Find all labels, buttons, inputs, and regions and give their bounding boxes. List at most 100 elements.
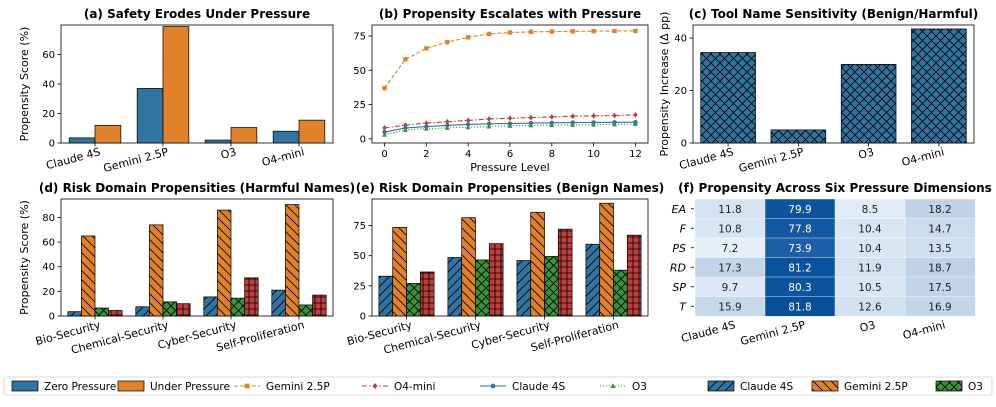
- panel-b-ytick-label: 50: [353, 66, 366, 77]
- panel-b-point-3-9: [570, 122, 576, 127]
- panel-f-row-label: T: [679, 300, 687, 313]
- panel-d-bar-3-3: [312, 294, 327, 317]
- panel-a-bar-zero-0: [68, 137, 96, 144]
- legend-swatch-7: [811, 380, 839, 392]
- panel-d-bar-1-1: [149, 224, 164, 317]
- legend-label: Claude 4S: [512, 381, 565, 393]
- panel-d-bar-3-1: [176, 303, 191, 317]
- panel-b-point-2-4: [465, 122, 471, 127]
- panel-d-bar-2-2: [230, 297, 245, 317]
- panel-d-bar-0-1: [135, 306, 150, 317]
- panel-f-row-label: EA: [672, 203, 686, 216]
- legend-label: O4-mini: [394, 381, 435, 393]
- panel-d-bar-2-3: [298, 304, 313, 317]
- panel-b-xtick-label: 6: [507, 149, 513, 160]
- panel-b-point-0-3: [445, 39, 450, 45]
- panel-f-cell-value: 81.8: [788, 301, 811, 313]
- panel-e-bar-2-0: [406, 283, 421, 317]
- panel-e-frame: [371, 198, 649, 317]
- panel-b-point-3-10: [591, 121, 597, 127]
- panel-f-cell-value: 14.7: [928, 223, 951, 235]
- panel-f-row-label: SP: [672, 281, 686, 294]
- panel-b-point-3-6: [507, 123, 513, 128]
- panel-a-ytick-label: 40: [42, 80, 55, 91]
- panel-e-bar-0-0: [378, 275, 394, 317]
- panel-b-xtick-label: 12: [629, 149, 642, 160]
- legend-swatch-6: [707, 380, 735, 392]
- legend-label: Under Pressure: [150, 381, 230, 393]
- panel-b-point-1-2: [424, 120, 429, 126]
- panel-f-cell-5-3: [904, 296, 976, 317]
- panel-b-point-2-5: [486, 121, 492, 126]
- panel-b-ytick-label: 0: [360, 134, 366, 145]
- panel-f-cell-value: 9.7: [722, 282, 739, 294]
- legend-marker-2: [244, 383, 250, 389]
- legend-label: O3: [968, 381, 983, 393]
- panel-a-bar-under-0: [94, 124, 122, 144]
- panel-f-cell-value: 15.9: [718, 301, 741, 313]
- panel-b-point-0-12: [633, 28, 638, 34]
- panel-d-ytick-label: 60: [42, 238, 55, 249]
- panel-b-point-3-1: [403, 127, 408, 132]
- panel-b-ytick-label: 25: [353, 100, 366, 111]
- legend-marker-4: [490, 383, 496, 389]
- panel-f-title: (f) Propensity Across Six Pressure Dimen…: [678, 181, 992, 195]
- panel-f-cell-value: 7.2: [722, 243, 739, 255]
- panel-e-bar-3-0: [419, 271, 435, 317]
- legend-swatch-8: [935, 380, 963, 392]
- panel-b-point-0-6: [507, 30, 513, 35]
- panel-a-bar-under-3: [298, 119, 326, 144]
- panel-b-point-3-3: [444, 125, 450, 130]
- panel-b-point-1-9: [570, 113, 575, 120]
- panel-f-col-label: Gemini 2.5P: [739, 318, 807, 348]
- panel-b-point-1-12: [633, 112, 638, 118]
- panel-f-col-label: Claude 4S: [680, 318, 737, 345]
- panel-b-point-0-7: [528, 29, 534, 35]
- panel-f-row-label: PS: [672, 242, 686, 255]
- panel-e-bar-3-3: [626, 234, 642, 317]
- panel-c-xtick-label: O4-mini: [900, 145, 945, 169]
- panel-d-ytick-label: 40: [42, 262, 55, 273]
- panel-a-xtick-label: O4-mini: [260, 145, 305, 169]
- legend-label: Zero Pressure: [44, 381, 116, 393]
- panel-b-point-0-1: [403, 57, 408, 62]
- panel-b-point-0-2: [424, 46, 429, 51]
- panel-e-ytick-label: 50: [353, 251, 366, 262]
- panel-f-cell-value: 18.2: [928, 204, 951, 216]
- panel-f-cell-value: 10.5: [858, 282, 881, 294]
- panel-a-ylabel: Propensity Score (%): [18, 27, 31, 142]
- panel-b-point-1-7: [528, 114, 534, 121]
- panel-b-point-3-0: [382, 132, 387, 137]
- legend-label: O3: [632, 381, 647, 393]
- panel-d-bar-0-3: [271, 289, 286, 317]
- panel-d-bar-2-1: [162, 301, 177, 317]
- panel-b-point-2-0: [382, 129, 387, 135]
- panel-f-cell-value: 79.9: [788, 204, 811, 216]
- panel-e-bar-0-1: [447, 257, 463, 317]
- panel-e-bar-0-3: [585, 243, 601, 317]
- panel-b-xtick-label: 10: [587, 149, 600, 160]
- panel-b-point-1-6: [507, 115, 513, 122]
- panel-b-point-1-3: [445, 118, 450, 125]
- panel-e-title: (e) Risk Domain Propensities (Benign Nam…: [356, 181, 665, 195]
- panel-b-ytick-label: 75: [353, 31, 366, 42]
- panel-b-xtick-label: 8: [549, 149, 555, 160]
- panel-b-point-3-11: [612, 121, 617, 127]
- panel-f-cell-value: 10.4: [858, 243, 882, 255]
- panel-b-point-0-5: [486, 31, 492, 37]
- panel-b-title: (b) Propensity Escalates with Pressure: [379, 7, 641, 21]
- panel-d-ytick-label: 80: [42, 213, 55, 224]
- legend-marker-5: [610, 383, 616, 389]
- panel-f-cell-value: 81.2: [788, 262, 811, 274]
- panel-b-point-3-8: [549, 122, 555, 128]
- panel-f-cell-value: 16.9: [928, 301, 951, 313]
- panel-d-bar-1-0: [81, 235, 96, 317]
- panel-b-point-1-8: [549, 114, 555, 120]
- panel-c-xtick-label: O3: [857, 145, 876, 162]
- panel-d-bar-3-0: [108, 310, 123, 317]
- panel-f-cell-value: 80.3: [788, 282, 811, 294]
- panel-f-col-label: O3: [858, 318, 877, 335]
- panel-b-point-0-11: [612, 28, 617, 34]
- panel-b-point-3-5: [486, 123, 492, 129]
